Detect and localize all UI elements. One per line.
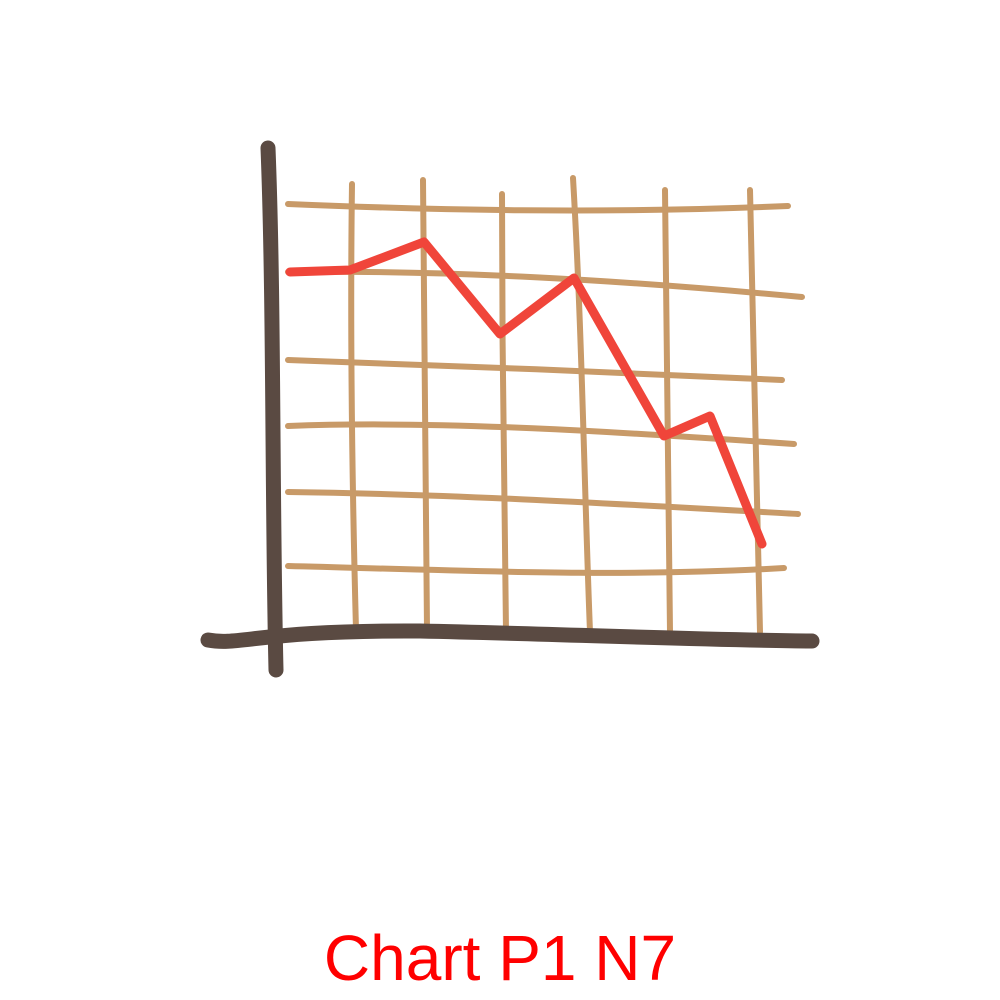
declining-trend-line: [285, 237, 767, 549]
grid-lines: [285, 175, 805, 635]
chart-axes: [200, 140, 820, 678]
y-axis: [260, 140, 284, 678]
caption: Chart P1 N7: [323, 922, 677, 994]
x-axis: [200, 623, 820, 649]
